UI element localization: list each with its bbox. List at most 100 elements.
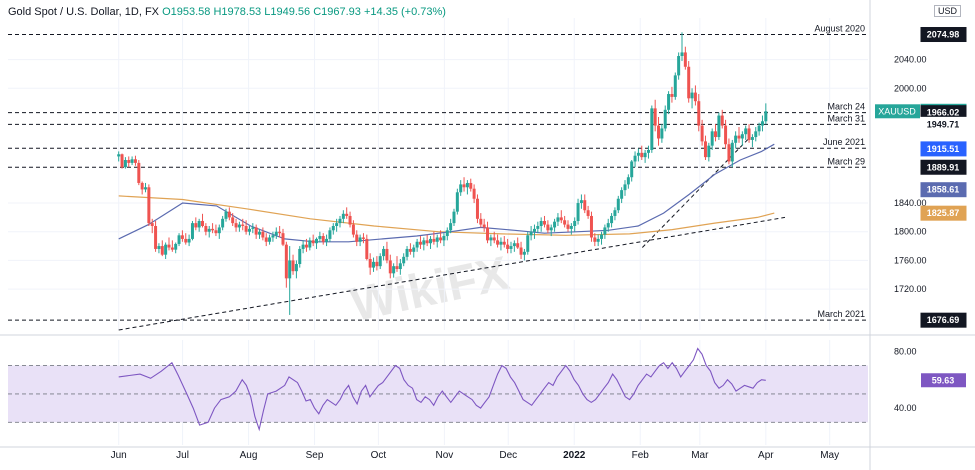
candle [244, 220, 248, 235]
candle [764, 103, 768, 125]
candle [553, 218, 557, 232]
candle-body [650, 108, 654, 150]
candle [475, 194, 479, 224]
candle [395, 256, 399, 272]
candle [144, 182, 148, 193]
candle [425, 234, 429, 247]
candle-body [670, 94, 674, 97]
candle-body [137, 162, 141, 183]
candle-body [130, 159, 134, 163]
candle [566, 220, 570, 232]
candle-body [321, 236, 325, 242]
candle-body [341, 213, 345, 219]
candle-body [355, 234, 359, 242]
candle-body [224, 211, 228, 219]
price-tag-value: 1676.69 [927, 315, 960, 325]
trendline [118, 216, 786, 331]
candle [177, 233, 181, 247]
candle-body [234, 223, 238, 228]
candle-body [683, 52, 687, 67]
candle-body [754, 131, 758, 138]
candle [673, 72, 677, 100]
candle-body [117, 154, 121, 157]
candle [315, 237, 319, 249]
price-tag: 1889.91 [920, 159, 967, 175]
candle-body [251, 227, 255, 229]
candle-body [509, 246, 513, 249]
candle [703, 135, 707, 161]
candle [328, 227, 332, 242]
rsi-tick-label: 80.00 [894, 346, 917, 356]
candle-body [408, 248, 412, 252]
candle [626, 174, 630, 189]
candle [133, 155, 137, 166]
candle-body [160, 246, 164, 255]
candle [576, 198, 580, 225]
candle [650, 105, 654, 153]
candle-body [660, 128, 664, 139]
candle [418, 236, 422, 249]
price-tag-value: 1858.61 [927, 185, 960, 195]
currency-badge[interactable]: USD [934, 5, 962, 17]
candle-body [254, 227, 258, 235]
candle-body [600, 234, 604, 239]
candle-body [281, 233, 285, 245]
candle-body [636, 152, 640, 156]
candle-body [646, 149, 650, 153]
time-tick-label: Dec [499, 450, 517, 461]
candle [237, 221, 241, 232]
price-tags: XAUUSD1967.931966.021949.711916.471915.5… [875, 27, 967, 328]
moving-average-slow [118, 195, 775, 236]
candle [294, 260, 298, 279]
candle-body [325, 238, 329, 242]
candle [690, 88, 694, 109]
candle-body [472, 188, 476, 199]
candle-body [442, 236, 446, 241]
candle [284, 241, 288, 288]
rsi-value-tag: 59.63 [932, 375, 955, 385]
candle [610, 213, 614, 228]
price-tick-label: 2040.00 [894, 55, 927, 65]
candle [569, 223, 573, 235]
price-tag-value: 2074.98 [927, 30, 960, 40]
candle [408, 243, 412, 255]
candle [201, 213, 205, 228]
candle [298, 246, 302, 268]
candle [211, 223, 215, 234]
candle [325, 234, 329, 247]
candle [509, 241, 513, 254]
candle-body [402, 256, 406, 264]
candle-body [673, 75, 677, 97]
moving-average-fast [118, 143, 775, 243]
candle [321, 233, 325, 245]
candle-body [714, 131, 718, 138]
candle-body [720, 115, 724, 126]
candle [251, 223, 255, 234]
candle-body [237, 224, 241, 228]
candle [445, 227, 449, 241]
candle-body [167, 244, 171, 248]
candle-body [241, 224, 245, 226]
candle-body [244, 226, 248, 232]
candle [740, 131, 744, 146]
price-tag: 1858.61 [920, 182, 967, 198]
candle-body [133, 159, 137, 163]
candle [663, 105, 667, 132]
candle-body [589, 215, 593, 238]
candle [429, 236, 433, 249]
candle [700, 119, 704, 146]
candle-body [194, 223, 198, 228]
candle [556, 213, 560, 226]
candle-body [596, 238, 600, 242]
candle-body [288, 260, 292, 279]
candle [583, 194, 587, 214]
candle-body [697, 101, 701, 126]
candle [439, 230, 443, 244]
candle [264, 233, 268, 247]
candle [365, 234, 369, 261]
candle [536, 221, 540, 234]
candle-body [187, 238, 191, 243]
